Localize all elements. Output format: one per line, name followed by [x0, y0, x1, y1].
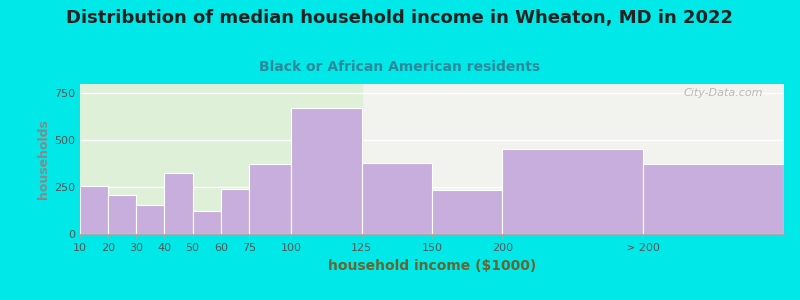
Bar — [291, 108, 362, 234]
Bar — [193, 211, 221, 234]
Text: Black or African American residents: Black or African American residents — [259, 60, 541, 74]
Bar — [80, 84, 362, 234]
Bar — [362, 163, 432, 234]
Bar — [502, 149, 643, 234]
Text: Distribution of median household income in Wheaton, MD in 2022: Distribution of median household income … — [66, 9, 734, 27]
Bar — [221, 189, 249, 234]
Y-axis label: households: households — [37, 119, 50, 199]
Bar — [165, 173, 193, 234]
Bar — [136, 205, 165, 234]
Bar — [432, 190, 502, 234]
Bar — [643, 164, 784, 234]
Bar — [80, 186, 108, 234]
X-axis label: household income ($1000): household income ($1000) — [328, 259, 536, 273]
Bar — [249, 164, 291, 234]
Bar — [108, 195, 136, 234]
Text: City-Data.com: City-Data.com — [683, 88, 763, 98]
